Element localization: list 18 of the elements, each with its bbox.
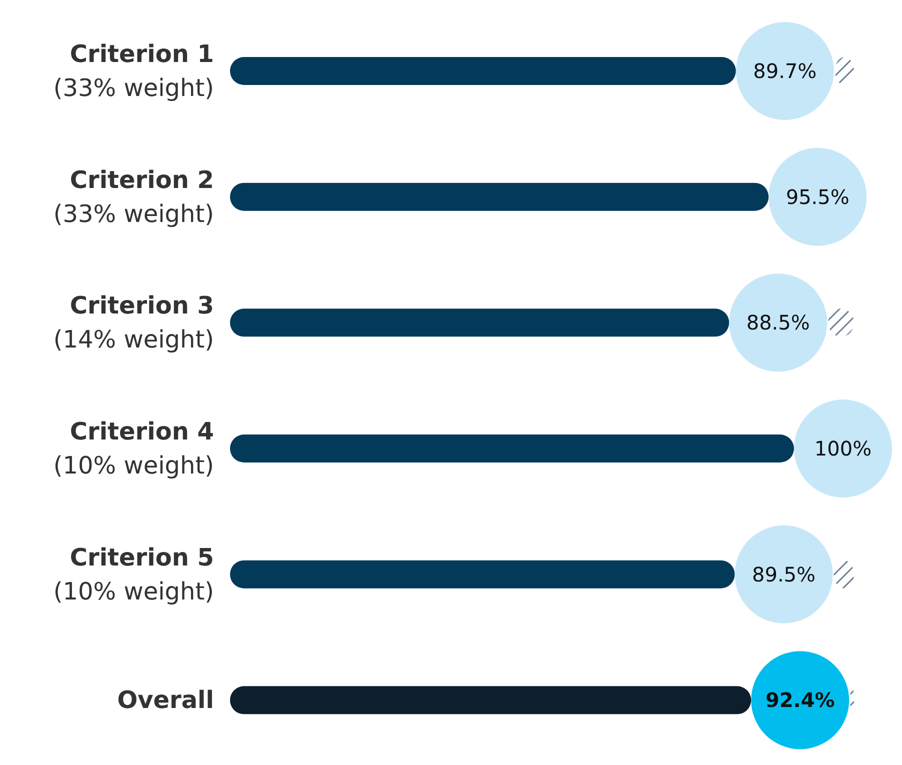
y-tick-label: Criterion 5 (10% weight): [53, 543, 214, 606]
bar: [230, 686, 752, 714]
data-label: 89.5%: [752, 562, 816, 586]
y-tick-label: Overall: [117, 686, 214, 714]
y-tick-label: Criterion 2 (33% weight): [53, 166, 214, 228]
data-label: 92.4%: [765, 688, 835, 712]
bar: [230, 182, 769, 211]
bar: [230, 560, 735, 588]
y-tick-label: Criterion 4 (10% weight): [53, 417, 214, 480]
bar: [230, 308, 730, 337]
data-label: 88.5%: [746, 310, 810, 335]
y-tick-label: Criterion 1 (33% weight): [53, 40, 214, 102]
data-label: 95.5%: [786, 184, 850, 209]
bar: [230, 434, 794, 462]
data-label: 100%: [814, 436, 872, 460]
data-label: 89.7%: [753, 59, 817, 83]
y-tick-label: Criterion 3 (14% weight): [53, 292, 214, 354]
bar: [230, 57, 736, 85]
